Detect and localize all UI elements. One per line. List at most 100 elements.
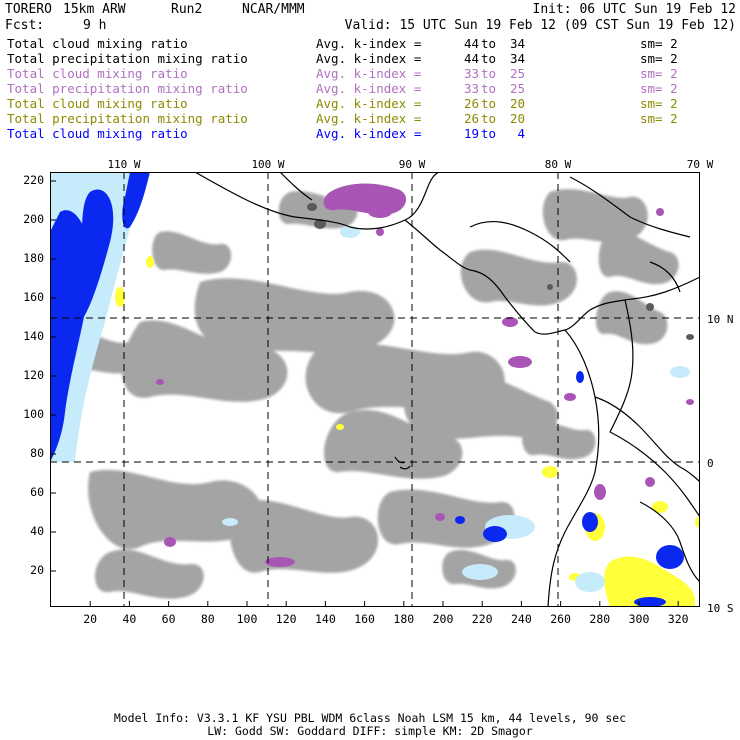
legend-smoothing: sm= 2 [640,36,678,51]
graticule [50,172,700,607]
legend-label: Total precipitation mixing ratio [7,111,248,126]
legend-avg-label: Avg. k-index = [316,96,422,111]
y-tick-label: 100 [23,407,44,421]
y-tick-label: 180 [23,251,44,265]
legend-row: Total cloud mixing ratio Avg. k-index = 33… [7,66,733,81]
x-tick-label: 120 [275,612,297,626]
x-tick-label: 80 [200,612,215,626]
legend-k-end: 4 [517,126,525,141]
valid-time: Valid: 15 UTC Sun 19 Feb 12 (09 CST Sun … [344,18,736,33]
legend-k-end: 20 [509,111,525,126]
legend-smoothing: sm= 2 [640,111,678,126]
longitude-label: 110 W [107,158,141,171]
model-org: NCAR/MMM [242,2,305,17]
cloud-blue-field [50,172,684,607]
legend-avg-label: Avg. k-index = [316,66,422,81]
precip-purple-field [156,183,694,567]
longitude-label: 100 W [251,158,285,171]
y-tick-label: 140 [23,329,44,343]
cloud-dark-field [307,203,694,340]
latitude-label: 10 N [707,313,734,326]
legend-smoothing: sm= 2 [640,66,678,81]
x-tick-label: 100 [236,612,258,626]
legend-k-end: 25 [509,81,525,96]
legend-k-start: 33 [463,66,479,81]
y-tick-label: 160 [23,290,44,304]
legend-label: Total cloud mixing ratio [7,66,188,81]
legend-row: Total cloud mixing ratio Avg. k-index = 19… [7,126,733,141]
x-tick-label: 40 [122,612,137,626]
legend-row: Total precipitation mixing ratio Avg. k-i… [7,51,733,66]
legend-to: to [481,36,497,51]
legend-avg-label: Avg. k-index = [316,81,422,96]
legend-label: Total cloud mixing ratio [7,126,188,141]
legend-row: Total cloud mixing ratio Avg. k-index = 44… [7,36,733,51]
longitude-label: 80 W [544,158,572,171]
x-tick-label: 60 [161,612,176,626]
legend-label: Total precipitation mixing ratio [7,51,248,66]
legend-k-end: 25 [509,66,525,81]
legend-k-start: 44 [463,36,479,51]
legend-to: to [481,126,497,141]
legend-k-end: 34 [509,51,525,66]
legend-k-start: 33 [463,81,479,96]
legend-k-start: 44 [463,51,479,66]
legend-to: to [481,66,497,81]
longitude-label: 90 W [398,158,426,171]
legend-k-end: 20 [509,96,525,111]
y-tick-label: 220 [23,173,44,187]
model-name: TORERO [5,2,52,17]
legend-to: to [481,96,497,111]
map-panel [50,172,700,607]
x-tick-label: 160 [354,612,375,626]
x-tick-label: 140 [315,612,336,626]
y-tick-label: 200 [23,212,44,226]
latitude-label: 0 [707,457,714,470]
legend-k-end: 34 [509,36,525,51]
legend-smoothing: sm= 2 [640,81,678,96]
legend-to: to [481,51,497,66]
x-tick-label: 220 [471,612,493,626]
forecast-label: Fcst: [5,18,45,33]
forecast-hour: 9 h [83,18,107,33]
legend-label: Total cloud mixing ratio [7,96,188,111]
legend-to: to [481,111,497,126]
axis-ticks [50,180,679,607]
map-frame [50,172,700,607]
legend-to: to [481,81,497,96]
x-tick-label: 20 [83,612,98,626]
x-tick-label: 280 [589,612,611,626]
legend-row: Total precipitation mixing ratio Avg. k-i… [7,111,733,126]
legend-k-start: 19 [463,126,479,141]
legend-row: Total precipitation mixing ratio Avg. k-i… [7,81,733,96]
x-tick-label: 200 [432,612,454,626]
legend-avg-label: Avg. k-index = [316,126,422,141]
model-run: Run2 [171,2,203,17]
model-info-line1: Model Info: V3.3.1 KF YSU PBL WDM 6class… [113,711,627,725]
legend-avg-label: Avg. k-index = [316,111,422,126]
legend-avg-label: Avg. k-index = [316,51,422,66]
model-info-line2: LW: Godd SW: Goddard DIFF: simple KM: 2D… [207,724,533,738]
model-resolution: 15km ARW [63,2,126,17]
y-tick-label: 20 [30,563,44,577]
legend-smoothing: sm= 2 [640,51,678,66]
map-plot [50,172,700,607]
y-tick-label: 40 [30,524,44,538]
x-tick-label: 240 [511,612,532,626]
legend-k-start: 26 [463,111,479,126]
y-tick-label: 80 [30,446,44,460]
x-tick-label: 180 [393,612,415,626]
init-time: Init: 06 UTC Sun 19 Feb 12 [532,2,737,17]
legend-label: Total precipitation mixing ratio [7,81,248,96]
legend-smoothing: sm= 2 [640,96,678,111]
longitude-label: 70 W [686,158,714,171]
x-tick-label: 260 [550,612,571,626]
x-tick-label: 320 [667,612,689,626]
y-tick-label: 120 [23,368,44,382]
latitude-label: 10 S [707,602,734,615]
legend-avg-label: Avg. k-index = [316,36,422,51]
legend-k-start: 26 [463,96,479,111]
x-tick-label: 300 [628,612,650,626]
y-tick-label: 60 [30,485,44,499]
legend-row: Total cloud mixing ratio Avg. k-index = 26… [7,96,733,111]
